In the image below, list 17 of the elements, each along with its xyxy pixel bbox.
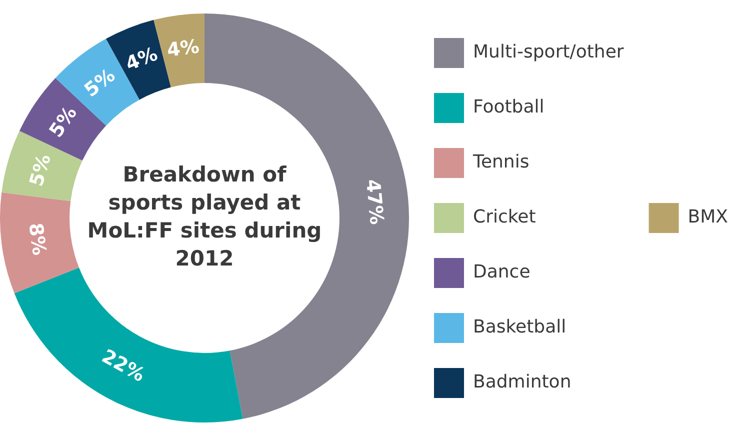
legend-label: Dance	[473, 262, 530, 283]
legend-label: Basketball	[473, 316, 566, 338]
data-label: 5%	[45, 102, 82, 142]
text: Breakdown of sports played at MoL:FF sites during 2012	[87, 162, 322, 270]
legend-label: Cricket	[473, 206, 536, 228]
data-label: 5%	[25, 152, 56, 189]
data-label: 5%	[80, 64, 120, 102]
legend-label: Multi-sport/other	[473, 42, 624, 63]
legend-label: Tennis	[472, 152, 530, 173]
data-label: 47%	[361, 178, 388, 226]
data-label: 4%	[166, 36, 200, 62]
legend-label: Badminton	[473, 372, 572, 393]
legend-label: BMX	[688, 206, 728, 228]
data-label: 22%	[98, 345, 148, 386]
data-label: 4%	[122, 43, 161, 76]
data-label: 8%	[24, 222, 50, 257]
legend-label: Football	[473, 96, 544, 118]
